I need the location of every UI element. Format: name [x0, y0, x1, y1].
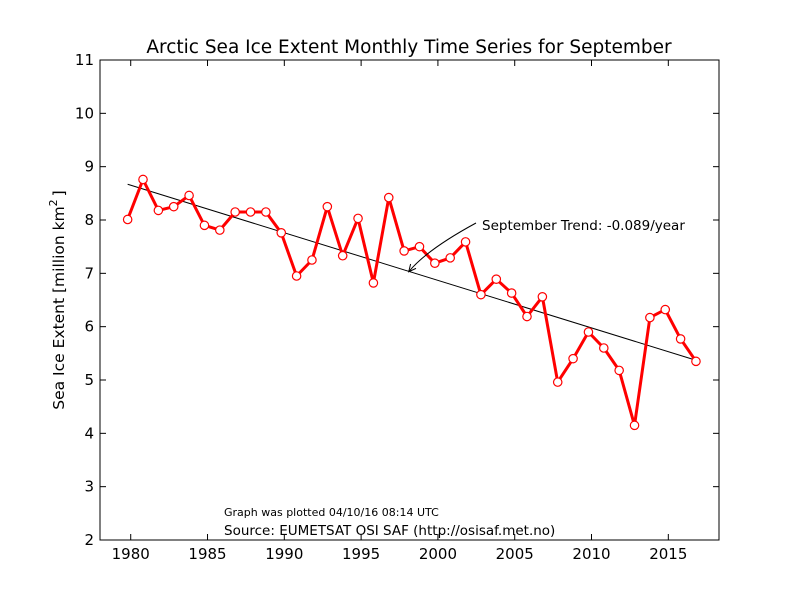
data-point [522, 311, 532, 322]
x-tick-label: 1990 [265, 545, 303, 563]
x-tick-label: 2000 [419, 545, 457, 563]
y-axis-label-exponent: 2 [47, 199, 60, 206]
data-point [552, 377, 563, 387]
x-tick-label: 2015 [649, 545, 687, 563]
y-tick-label: 5 [84, 371, 94, 389]
y-tick-label: 2 [84, 531, 94, 549]
data-point [199, 220, 210, 231]
data-point [506, 288, 517, 298]
chart-title: Arctic Sea Ice Extent Monthly Time Serie… [146, 37, 672, 58]
data-point [599, 343, 609, 353]
data-point [430, 258, 440, 268]
data-point [414, 241, 425, 252]
data-point [537, 291, 548, 302]
data-point [383, 192, 394, 203]
plot-frame [99, 59, 720, 541]
data-point [629, 420, 640, 431]
data-point [322, 201, 333, 212]
data-point [491, 274, 502, 284]
data-point [122, 214, 133, 225]
series-line [126, 178, 698, 427]
data-point [583, 327, 594, 337]
y-tick-label: 3 [84, 478, 94, 496]
y-tick-label: 10 [75, 104, 94, 122]
x-tick-label: 2005 [496, 545, 534, 563]
trend-annotation: September Trend: -0.089/year [482, 218, 685, 234]
x-tick-label: 1995 [342, 545, 380, 563]
data-point [230, 207, 240, 217]
data-point [691, 356, 701, 367]
data-point [261, 207, 271, 217]
data-point [660, 304, 671, 315]
data-point [399, 246, 409, 256]
data-point [645, 312, 655, 323]
y-tick-label: 6 [84, 318, 94, 336]
y-tick-label: 7 [84, 264, 94, 282]
x-axis: 1980 1985 1990 1995 2000 2005 2010 2015 [112, 60, 687, 563]
x-tick-label: 2010 [572, 545, 610, 563]
y-tick-label: 11 [75, 51, 94, 69]
y-axis-label: Sea Ice Extent [million km2] [47, 190, 68, 410]
data-point [675, 334, 686, 344]
data-point [368, 278, 379, 288]
y-tick-label: 9 [84, 158, 94, 176]
x-tick-label: 1985 [188, 545, 226, 563]
data-point [353, 213, 363, 224]
data-point [168, 201, 179, 212]
plot-area: September Trend: -0.089/year [122, 174, 701, 431]
data-point [138, 174, 148, 185]
data-point [245, 207, 256, 217]
data-point [291, 271, 302, 281]
y-tick-label: 8 [84, 211, 94, 229]
data-point [337, 250, 348, 261]
data-point [445, 253, 456, 263]
trend-arrow [408, 222, 477, 273]
x-tick-label: 1980 [112, 545, 150, 563]
data-point [614, 365, 624, 376]
data-point [215, 225, 225, 235]
data-point [476, 289, 486, 300]
y-tick-label: 4 [84, 424, 94, 442]
trend-line [127, 183, 697, 361]
data-point [276, 228, 287, 238]
data-point [307, 255, 317, 265]
trend-arrowhead [408, 263, 417, 273]
plot-timestamp: Graph was plotted 04/10/16 08:14 UTC [224, 506, 439, 519]
data-point [184, 190, 194, 201]
data-source: Source: EUMETSAT OSI SAF (http://osisaf.… [224, 523, 555, 539]
data-point [460, 237, 471, 247]
y-axis: 2 3 4 5 6 7 8 9 10 11 [75, 51, 719, 549]
y-axis-label-text: Sea Ice Extent [million km [50, 206, 68, 409]
y-axis-label-close: ] [50, 190, 68, 196]
data-point [153, 205, 164, 216]
data-point [568, 353, 578, 364]
